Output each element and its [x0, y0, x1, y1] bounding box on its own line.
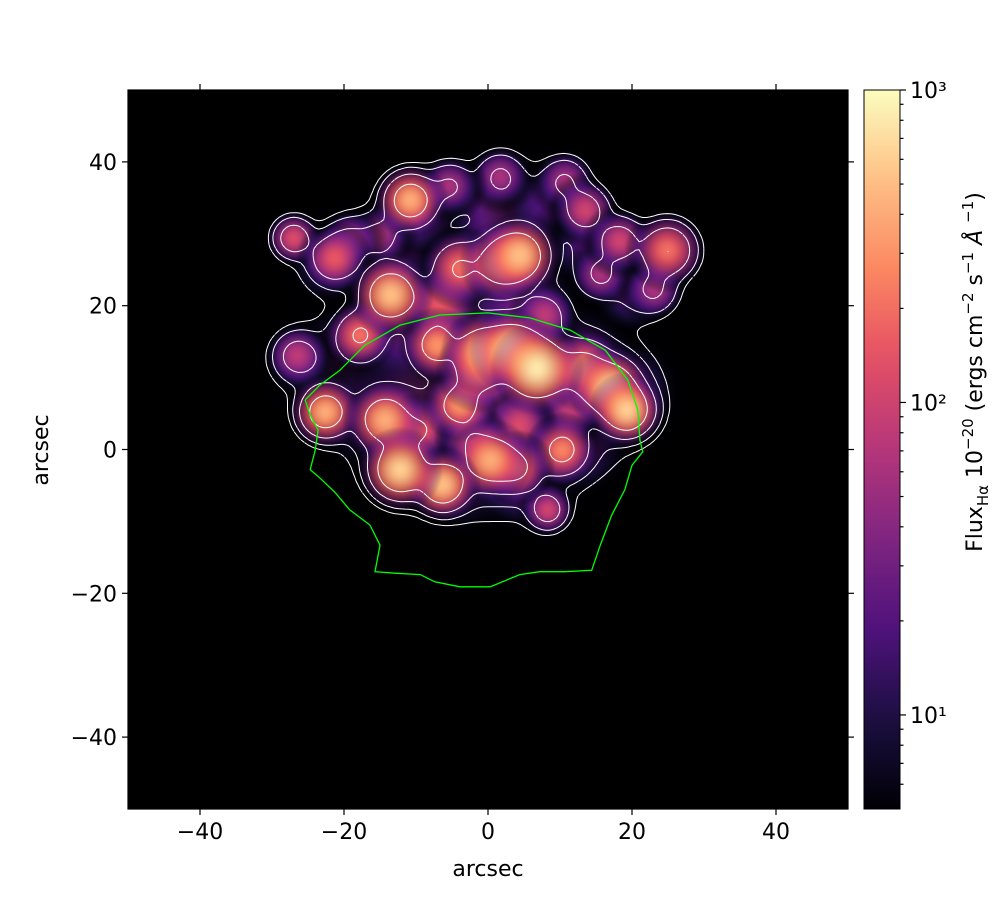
- y-tick-label: −40: [71, 726, 117, 751]
- label-part: ): [963, 192, 988, 201]
- label-part: (ergs cm: [963, 315, 988, 419]
- label-part: 10: [963, 450, 988, 485]
- emission-source: [371, 161, 450, 239]
- y-axis-label: arcsec: [29, 414, 54, 485]
- contour-line: [309, 183, 669, 504]
- y-tick-label: 20: [89, 295, 117, 320]
- y-tick-label: 40: [89, 151, 117, 176]
- plot-area: [128, 90, 848, 809]
- x-tick-label: 40: [762, 820, 790, 845]
- galaxy-outline: [304, 312, 644, 588]
- image: [246, 125, 711, 588]
- contour-line: [280, 168, 691, 523]
- label-part: Å: [961, 223, 988, 252]
- label-sub: Hα: [974, 485, 992, 506]
- y-tick-label: −20: [71, 582, 117, 607]
- label-part: Flux: [963, 506, 988, 552]
- label-sup: −2: [959, 292, 977, 314]
- colorbar-tick-label: 10²: [910, 391, 947, 416]
- contour-line: [265, 147, 705, 536]
- label-part: s: [963, 274, 988, 292]
- colorbar-tick-label: 10¹: [910, 704, 947, 729]
- colorbar: [863, 89, 901, 810]
- colorbar-label: FluxHα 10−20 (ergs cm−2 s−1 Å −1): [959, 192, 992, 552]
- x-tick-label: 0: [481, 820, 495, 845]
- label-sup: −1: [959, 252, 977, 274]
- label-sup: −20: [959, 418, 977, 450]
- colorbar-tick-label: 10³: [910, 79, 947, 104]
- y-tick-label: 0: [103, 439, 117, 464]
- emission-source: [347, 251, 434, 339]
- x-tick-label: −20: [321, 820, 367, 845]
- x-tick-label: 20: [618, 820, 646, 845]
- emission-source: [489, 320, 585, 416]
- emission-source: [476, 212, 563, 299]
- emission-source: [356, 426, 444, 513]
- contour-line: [272, 154, 699, 531]
- x-axis-label: arcsec: [452, 857, 523, 882]
- emission-source: [588, 371, 666, 449]
- label-sup: −1: [959, 201, 977, 223]
- x-tick-label: −40: [177, 820, 223, 845]
